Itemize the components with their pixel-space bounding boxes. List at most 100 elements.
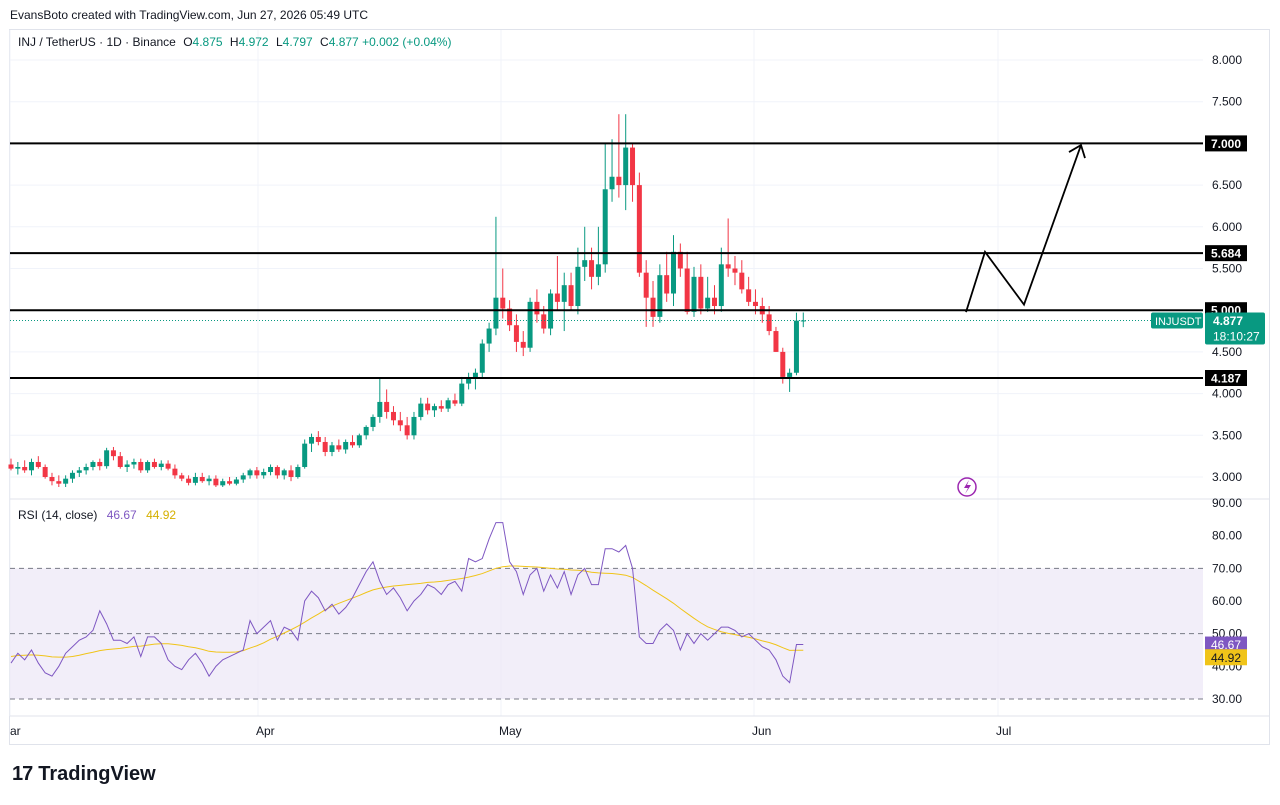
candle[interactable] [15,461,21,475]
candle[interactable] [664,251,670,302]
candle[interactable] [561,272,567,332]
candle[interactable] [493,216,499,336]
candle[interactable] [568,272,574,311]
candle[interactable] [117,451,123,469]
candle[interactable] [110,446,116,461]
candle[interactable] [240,472,246,483]
candle[interactable] [527,297,533,352]
candle[interactable] [793,312,799,376]
candle[interactable] [49,472,55,486]
candle[interactable] [42,464,48,479]
candle[interactable] [138,458,144,473]
candle[interactable] [390,406,396,426]
candle[interactable] [35,456,41,469]
candle[interactable] [186,475,192,486]
candle[interactable] [507,300,513,332]
rsi-legend[interactable]: RSI (14, close) 46.67 44.92 [18,508,176,522]
candle[interactable] [595,226,601,286]
candle[interactable] [104,447,110,469]
candle[interactable] [732,255,738,286]
candle[interactable] [411,411,417,440]
candle[interactable] [261,468,267,479]
candle[interactable] [131,458,137,469]
candle[interactable] [336,439,342,452]
candle[interactable] [329,441,335,457]
candle[interactable] [684,251,690,315]
candle[interactable] [281,468,287,480]
candle[interactable] [739,260,745,294]
candle[interactable] [554,255,560,311]
candle[interactable] [288,465,294,482]
candle[interactable] [657,264,663,323]
candle[interactable] [630,143,636,202]
candle[interactable] [356,433,362,448]
candle[interactable] [295,464,301,479]
candle[interactable] [534,289,540,323]
candle[interactable] [220,478,226,488]
candle[interactable] [725,218,731,277]
candle[interactable] [56,475,62,488]
candle[interactable] [773,326,779,352]
candle[interactable] [350,435,355,448]
candle[interactable] [22,460,28,473]
candle[interactable] [452,393,458,407]
candle[interactable] [787,368,793,392]
candle[interactable] [479,339,485,379]
candle[interactable] [691,266,697,317]
candle[interactable] [69,470,75,483]
candle[interactable] [192,472,198,486]
alert-icon[interactable] [957,477,977,497]
candle[interactable] [268,464,274,476]
candle[interactable] [589,247,595,290]
candle[interactable] [8,458,14,471]
candle[interactable] [227,477,233,486]
projection-path[interactable] [965,144,1082,313]
candle[interactable] [315,431,321,446]
candle[interactable] [206,475,212,486]
candle[interactable] [718,247,724,312]
candle[interactable] [384,389,390,419]
candle[interactable] [83,463,89,475]
candle[interactable] [377,378,383,423]
candle[interactable] [616,114,622,198]
candle[interactable] [397,411,403,432]
candle[interactable] [800,312,806,328]
candle[interactable] [445,397,451,412]
candle[interactable] [705,276,711,312]
candle[interactable] [124,460,130,472]
candle[interactable] [466,372,472,390]
candle[interactable] [199,472,205,483]
candle[interactable] [623,114,629,211]
symbol-title[interactable]: INJ / TetherUS · 1D · Binance [18,35,176,49]
candle[interactable] [548,289,554,336]
candle[interactable] [459,376,465,407]
candle[interactable] [165,460,171,471]
candle[interactable] [472,368,478,390]
candle[interactable] [520,331,526,357]
candle[interactable] [97,458,103,471]
candle[interactable] [158,460,164,471]
candle[interactable] [274,465,280,479]
candle[interactable] [145,460,151,473]
candle[interactable] [677,243,683,277]
candle[interactable] [151,458,157,469]
candle[interactable] [418,397,424,421]
candle[interactable] [179,472,185,482]
candle[interactable] [425,397,431,415]
candle[interactable] [602,143,608,273]
symbol-info-bar[interactable]: INJ / TetherUS · 1D · Binance O4.875 H4.… [18,35,451,49]
candle[interactable] [363,425,369,440]
candle[interactable] [486,322,492,352]
candle[interactable] [636,172,642,277]
tradingview-brand[interactable]: 17 TradingView [12,763,156,786]
candle[interactable] [322,436,328,457]
candle[interactable] [404,416,410,440]
candle[interactable] [643,260,649,327]
candle[interactable] [233,477,239,486]
candle[interactable] [431,403,437,417]
candle[interactable] [213,475,219,488]
candle[interactable] [698,264,704,315]
candle[interactable] [438,400,444,412]
candle[interactable] [650,281,656,327]
